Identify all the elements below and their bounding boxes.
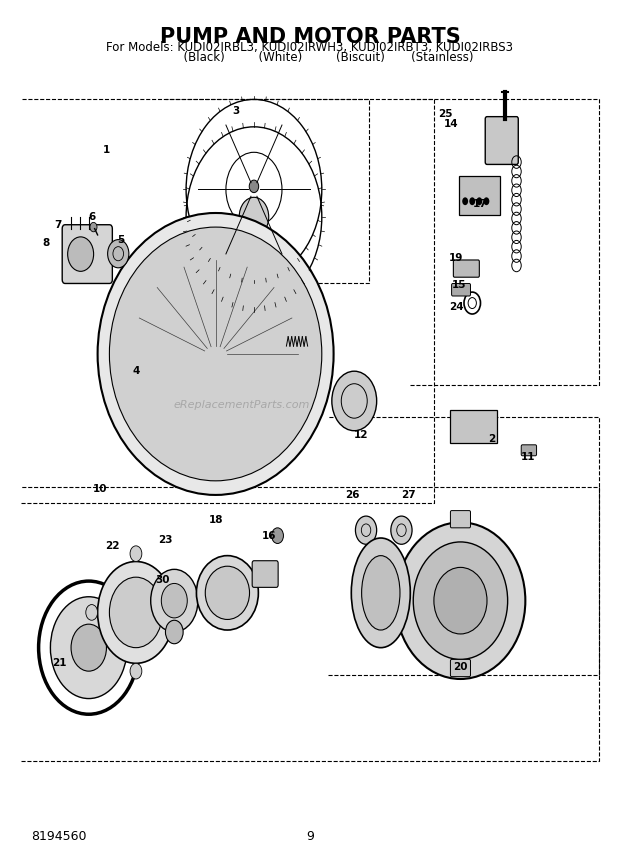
- Text: 5: 5: [118, 235, 125, 246]
- Text: 11: 11: [521, 452, 536, 462]
- Text: 30: 30: [155, 574, 170, 585]
- Text: (Black)         (White)         (Biscuit)       (Stainless): (Black) (White) (Biscuit) (Stainless): [146, 51, 474, 64]
- Circle shape: [130, 663, 142, 679]
- Text: PUMP AND MOTOR PARTS: PUMP AND MOTOR PARTS: [159, 27, 461, 47]
- FancyBboxPatch shape: [459, 176, 500, 215]
- Circle shape: [174, 604, 186, 621]
- Text: 25: 25: [438, 109, 453, 118]
- Circle shape: [130, 546, 142, 562]
- Text: 21: 21: [52, 658, 66, 669]
- Ellipse shape: [396, 522, 525, 679]
- Circle shape: [391, 516, 412, 544]
- FancyBboxPatch shape: [453, 260, 479, 277]
- FancyBboxPatch shape: [521, 445, 536, 455]
- Ellipse shape: [97, 213, 334, 495]
- Text: 7: 7: [54, 220, 61, 229]
- Circle shape: [249, 180, 259, 193]
- Circle shape: [476, 198, 482, 205]
- Circle shape: [151, 569, 198, 632]
- Text: 22: 22: [105, 541, 120, 551]
- Text: 20: 20: [453, 663, 467, 672]
- Ellipse shape: [414, 542, 508, 659]
- Circle shape: [355, 516, 377, 544]
- Text: 19: 19: [449, 253, 464, 264]
- Ellipse shape: [361, 556, 400, 630]
- FancyBboxPatch shape: [451, 283, 471, 296]
- FancyBboxPatch shape: [450, 659, 471, 676]
- Text: 12: 12: [354, 431, 368, 441]
- Text: 23: 23: [158, 535, 173, 545]
- Ellipse shape: [205, 566, 249, 620]
- Text: 6: 6: [88, 212, 95, 222]
- Circle shape: [272, 528, 283, 544]
- Circle shape: [71, 624, 107, 671]
- Circle shape: [86, 604, 97, 621]
- Text: 10: 10: [93, 484, 108, 494]
- Text: 24: 24: [449, 302, 464, 312]
- Circle shape: [97, 562, 174, 663]
- FancyBboxPatch shape: [485, 116, 518, 164]
- FancyBboxPatch shape: [450, 410, 497, 443]
- Circle shape: [463, 198, 468, 205]
- Text: 9: 9: [306, 830, 314, 843]
- FancyBboxPatch shape: [252, 561, 278, 587]
- Circle shape: [109, 577, 162, 648]
- Text: 16: 16: [262, 531, 276, 541]
- Text: 27: 27: [401, 490, 415, 500]
- Ellipse shape: [109, 227, 322, 481]
- Circle shape: [332, 372, 377, 431]
- Circle shape: [166, 621, 183, 644]
- Text: 14: 14: [445, 120, 459, 129]
- Text: eReplacementParts.com: eReplacementParts.com: [174, 400, 311, 410]
- Text: 2: 2: [488, 433, 495, 443]
- Circle shape: [68, 237, 94, 271]
- Circle shape: [90, 223, 97, 232]
- Circle shape: [469, 198, 475, 205]
- Text: 3: 3: [232, 106, 240, 116]
- Text: 4: 4: [132, 366, 140, 376]
- Circle shape: [239, 198, 268, 236]
- FancyBboxPatch shape: [62, 225, 112, 283]
- Text: 8: 8: [42, 238, 50, 247]
- Circle shape: [161, 584, 187, 618]
- Text: 1: 1: [103, 146, 110, 155]
- Ellipse shape: [352, 538, 410, 648]
- Text: 15: 15: [451, 280, 466, 290]
- Text: For Models: KUDI02IRBL3, KUDI02IRWH3, KUDI02IRBT3, KUDI02IRBS3: For Models: KUDI02IRBL3, KUDI02IRWH3, KU…: [107, 41, 513, 54]
- FancyBboxPatch shape: [450, 510, 471, 528]
- Ellipse shape: [197, 556, 259, 630]
- Text: 18: 18: [208, 515, 223, 525]
- Text: 17: 17: [472, 199, 487, 209]
- Circle shape: [484, 198, 489, 205]
- Text: 26: 26: [345, 490, 360, 500]
- Text: 8194560: 8194560: [31, 830, 87, 843]
- Circle shape: [108, 240, 129, 268]
- Ellipse shape: [434, 568, 487, 634]
- Circle shape: [50, 597, 127, 698]
